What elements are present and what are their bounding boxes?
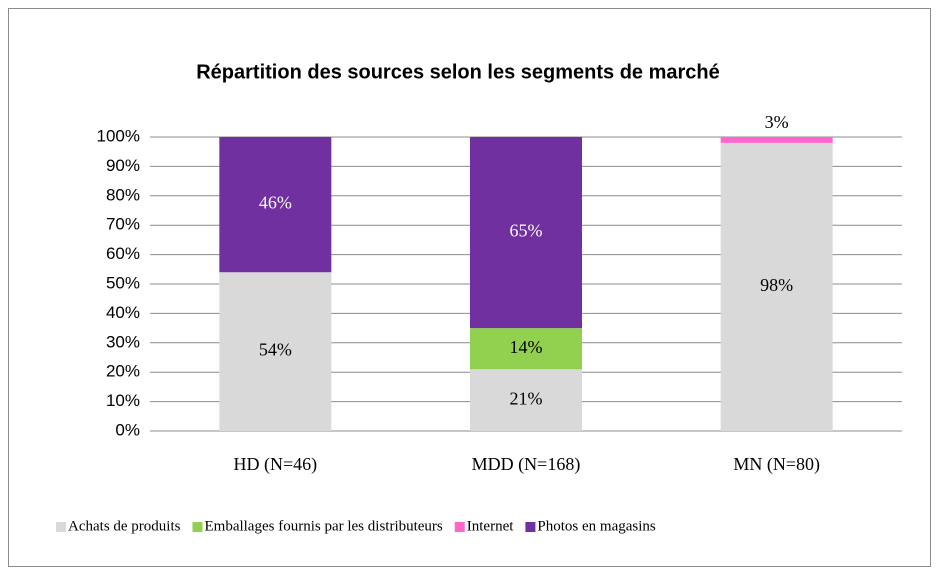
y-tick-label: 40% — [106, 303, 140, 322]
x-tick-label: HD (N=46) — [234, 454, 318, 475]
y-tick-label: 90% — [106, 156, 140, 175]
bar-segment — [219, 272, 332, 431]
legend-label: Internet — [467, 518, 514, 534]
y-tick-label: 20% — [106, 362, 140, 381]
y-tick-label: 0% — [115, 420, 140, 439]
legend-label: Photos en magasins — [537, 518, 655, 534]
data-label: 3% — [765, 112, 789, 132]
legend-swatch — [56, 522, 66, 532]
data-label: 46% — [259, 193, 292, 213]
legend-swatch — [454, 522, 465, 532]
bar-segment — [720, 137, 833, 143]
y-tick-label: 80% — [106, 185, 140, 204]
y-tick-label: 10% — [106, 391, 140, 410]
legend-swatch — [525, 522, 536, 532]
y-tick-label: 100% — [97, 126, 140, 145]
bar-segment — [219, 137, 332, 273]
data-label: 98% — [760, 275, 793, 295]
legend-swatch — [192, 522, 203, 532]
y-tick-label: 30% — [106, 332, 140, 351]
data-label: 54% — [259, 340, 292, 360]
legend-label: Achats de produits — [68, 518, 181, 534]
legend-label: Emballages fournis par les distributeurs — [204, 518, 442, 534]
y-tick-label: 70% — [106, 215, 140, 234]
chart-title: Répartition des sources selon les segmen… — [196, 61, 720, 83]
y-tick-label: 60% — [106, 244, 140, 263]
data-label: 21% — [510, 388, 543, 408]
x-tick-label: MDD (N=168) — [472, 454, 581, 475]
data-label: 65% — [510, 221, 543, 241]
bar-segment — [470, 137, 582, 329]
bar-segment — [470, 369, 582, 431]
data-label: 14% — [510, 337, 543, 357]
bar-segment — [720, 142, 833, 431]
x-tick-label: MN (N=80) — [733, 454, 820, 475]
y-tick-label: 50% — [106, 273, 140, 292]
bar-segment — [470, 328, 582, 370]
